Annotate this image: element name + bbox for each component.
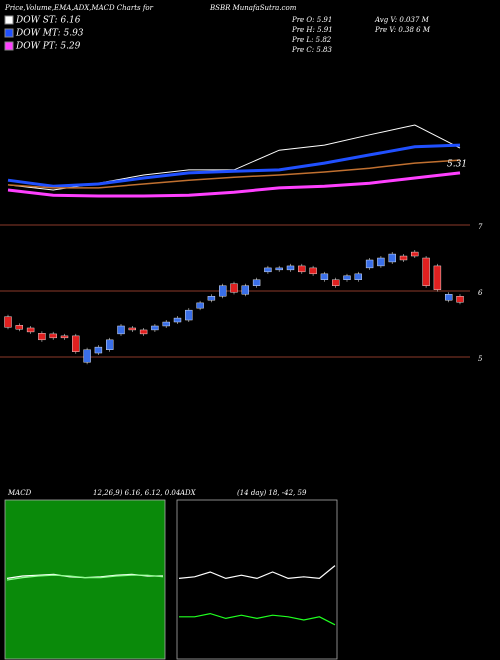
info: Pre L: 5.82	[291, 36, 332, 44]
candle	[38, 333, 46, 341]
candle	[411, 251, 419, 257]
candle	[162, 321, 170, 327]
y-tick-label: 7	[478, 223, 483, 231]
panel-label: ADX	[179, 489, 197, 497]
panel-label: MACD	[7, 489, 32, 497]
panel	[176, 499, 338, 660]
candle	[151, 325, 159, 331]
legend-swatch	[4, 15, 14, 25]
candle	[15, 325, 24, 330]
series-line	[7, 171, 461, 198]
candle	[320, 273, 329, 280]
candle	[105, 339, 114, 350]
candle	[241, 285, 250, 295]
y-tick-label: 6	[478, 289, 483, 297]
candle	[275, 267, 283, 271]
candle	[298, 265, 306, 273]
legend-swatch	[4, 41, 14, 51]
info: Pre V: 0.38 6 M	[374, 26, 431, 34]
candle	[252, 279, 261, 286]
candle	[332, 279, 340, 286]
candle	[72, 335, 80, 352]
info: Pre C: 5.83	[291, 46, 332, 54]
title: Price,Volume,EMA,ADX,MACD Charts for	[4, 4, 154, 12]
candle	[445, 294, 453, 301]
candle	[49, 333, 57, 339]
legend-label: DOW PT: 5.29	[15, 42, 81, 52]
panel	[4, 499, 166, 660]
candle	[354, 273, 362, 280]
candle	[365, 259, 374, 269]
candle	[128, 327, 137, 331]
candle	[309, 267, 317, 275]
candle	[456, 296, 464, 303]
info: Avg V: 0.037 M	[374, 16, 430, 24]
candle	[173, 317, 182, 323]
candle	[433, 265, 442, 290]
candle	[377, 257, 385, 267]
candle	[388, 253, 396, 263]
info: Pre H: 5.91	[291, 26, 333, 34]
candle	[218, 285, 227, 297]
series-line	[7, 159, 461, 189]
candle	[185, 309, 193, 321]
series-line	[7, 143, 461, 188]
candle	[286, 265, 295, 271]
info: Pre O: 5.91	[291, 16, 332, 24]
series-line	[178, 565, 336, 580]
candle	[207, 296, 216, 301]
candle	[83, 349, 91, 363]
candle	[94, 346, 103, 354]
candle	[343, 275, 351, 280]
candle	[139, 329, 148, 335]
legend-label: DOW MT: 5.93	[15, 29, 84, 39]
legend-label: DOW ST: 6.16	[15, 16, 81, 26]
candle	[264, 267, 272, 273]
candle	[422, 257, 430, 286]
site: BSBR MunafaSutra.com	[209, 4, 297, 12]
candle	[4, 316, 12, 328]
candle	[230, 283, 238, 293]
candle	[117, 325, 125, 335]
series-line	[179, 612, 336, 626]
candle	[26, 327, 35, 333]
y-tick-label: 5	[478, 355, 483, 363]
candle	[60, 335, 69, 339]
series-line	[6, 574, 164, 581]
candle	[399, 255, 408, 261]
annotation: 5.31	[447, 159, 467, 169]
panel-params: (14 day) 18, -42, 59	[237, 489, 307, 497]
candle	[196, 302, 204, 309]
legend-swatch	[4, 28, 14, 38]
panel-params: 12,26,9) 6.16, 6.12, 0.04	[93, 489, 180, 497]
